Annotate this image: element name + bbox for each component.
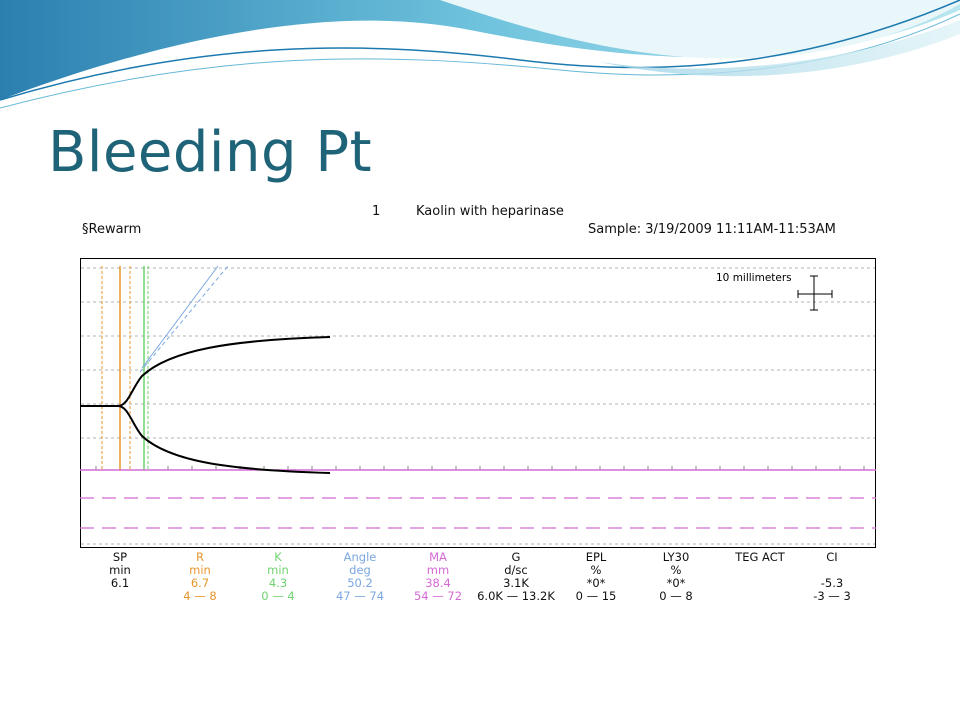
param-name: Angle [343,550,377,564]
param-range: 0 — 15 [575,589,617,603]
param-value: 38.4 [425,576,451,590]
scale-label: 10 millimeters [716,272,792,284]
param-angle: Angle deg 50.2 47 — 74 [320,551,400,603]
param-range [80,590,160,603]
param-name: EPL [585,550,607,564]
gridlines [81,267,875,545]
param-name: G [511,550,521,564]
param-unit: min [267,563,289,577]
param-value: -5.3 [820,576,844,590]
trace-upper [80,336,331,407]
param-unit: d/sc [504,563,528,577]
param-range: 4 — 8 [183,589,217,603]
teg-tracing: 10 millimeters [80,258,876,548]
param-unit: min [189,563,211,577]
param-value: *0* [586,576,606,590]
assay-name: Kaolin with heparinase [416,204,564,219]
param-value: *0* [666,576,686,590]
param-range [720,590,800,603]
param-value: 4.3 [268,576,288,590]
param-ma: MA mm 38.4 54 — 72 [398,551,478,603]
param-value: 6.7 [190,576,210,590]
sample-time: Sample: 3/19/2009 11:11AM-11:53AM [588,222,836,237]
param-name: MA [429,550,447,564]
param-epl: EPL% *0* 0 — 15 [556,551,636,603]
param-teg-act: TEG ACT [720,551,800,603]
param-name: CI [826,550,838,564]
param-value: 3.1K [503,576,529,590]
param-ci: CI -5.3 -3 — 3 [792,551,872,603]
tracing-frame [80,258,876,548]
angle-line [141,265,219,369]
param-range: 6.0K — 13.2K [477,589,555,603]
param-range: 0 — 4 [261,589,295,603]
param-sp: SP min 6.1 [80,551,160,603]
param-value: 50.2 [347,576,373,590]
param-range: 47 — 74 [335,589,385,603]
param-range: 54 — 72 [413,589,463,603]
param-name: SP [112,550,128,564]
param-name: LY30 [662,550,690,564]
param-range: -3 — 3 [813,589,851,603]
param-unit: min [109,563,131,577]
param-unit: mm [426,563,450,577]
sample-label: §Rewarm [82,222,142,237]
param-unit: deg [349,563,371,577]
slide-title: Bleeding Pt [48,120,373,185]
param-name: TEG ACT [735,550,785,564]
param-unit: % [670,563,682,577]
baseline-ticks [95,466,865,470]
sample-number: 1 [372,204,381,219]
decorative-wave-header [0,0,960,109]
param-name: R [196,550,204,564]
param-value: 6.1 [110,576,130,590]
angle-dashed-line [139,265,229,373]
trace-lower [117,405,331,474]
param-unit: % [590,563,602,577]
param-ly30: LY30% *0* 0 — 8 [636,551,716,603]
param-range: 0 — 8 [659,589,693,603]
param-name: K [274,550,282,564]
